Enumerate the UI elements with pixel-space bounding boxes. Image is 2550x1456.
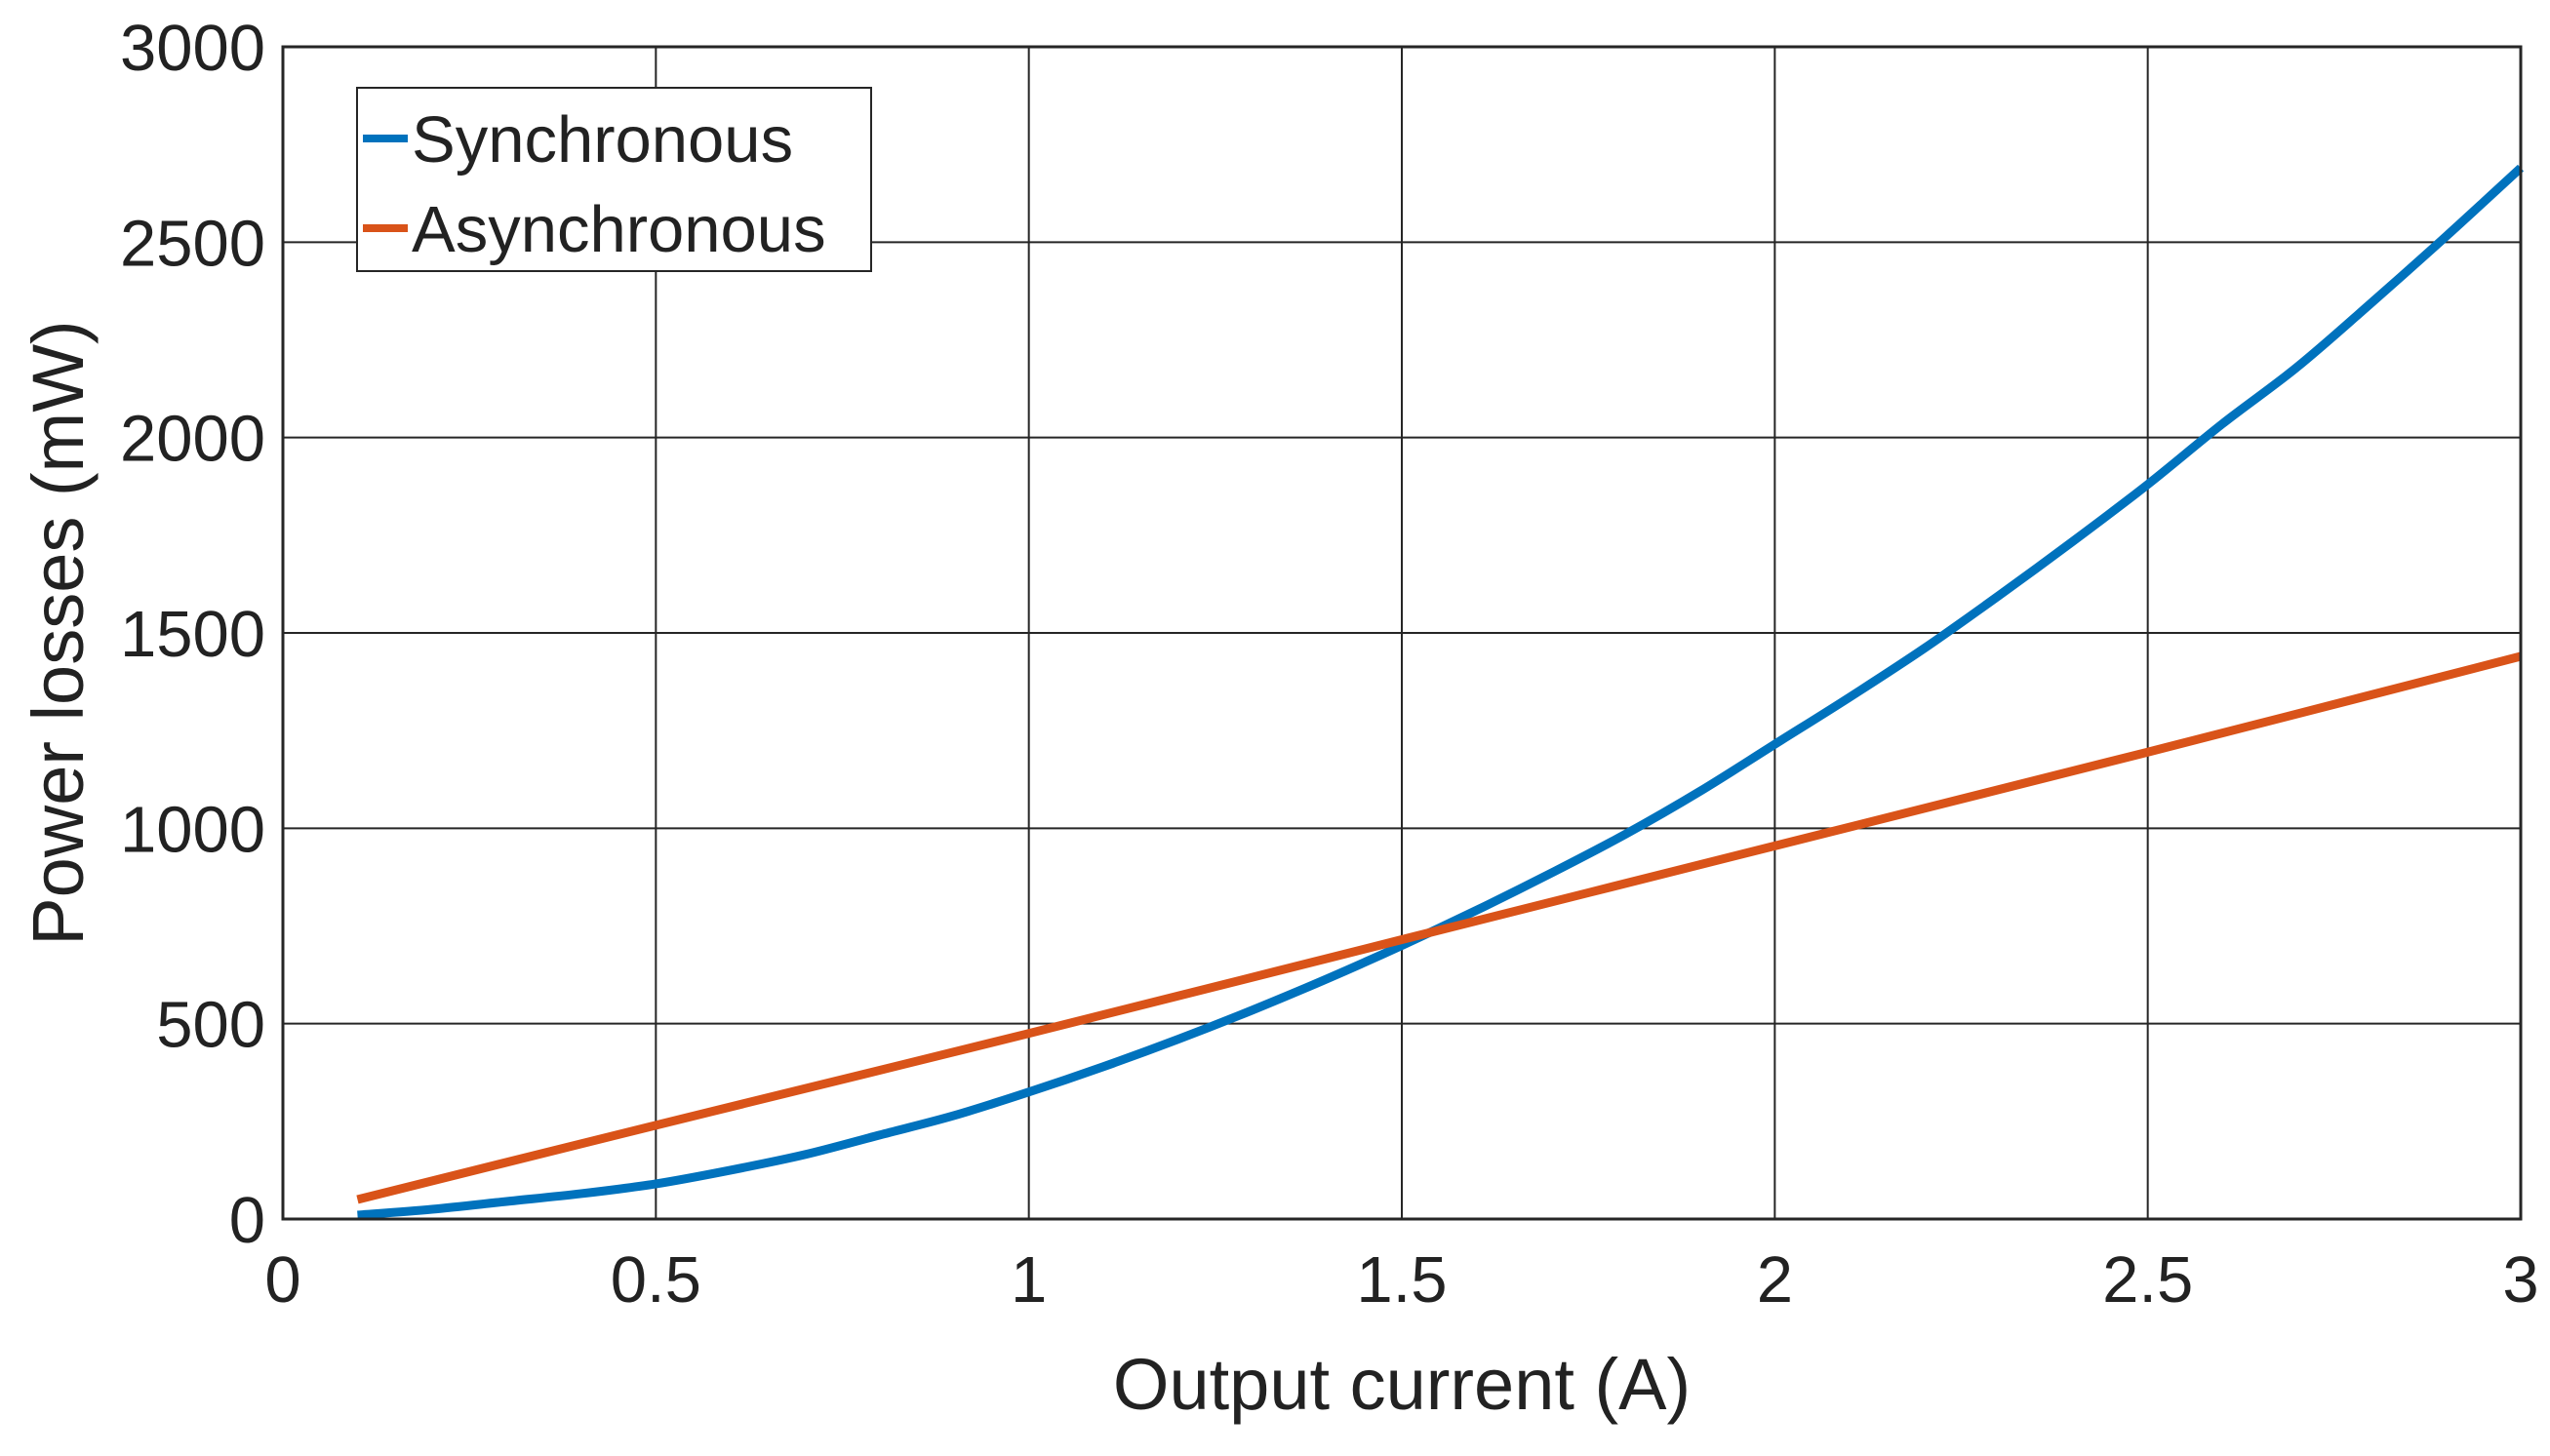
x-tick-label: 0.5 xyxy=(611,1243,701,1317)
x-tick-label: 3 xyxy=(2502,1243,2538,1317)
y-tick-label: 1500 xyxy=(120,598,265,671)
legend-box xyxy=(356,87,872,272)
y-tick-label: 2000 xyxy=(120,403,265,476)
y-axis-label: Power losses (mW) xyxy=(18,320,99,945)
x-tick-label: 0 xyxy=(264,1243,300,1317)
y-tick-label: 2500 xyxy=(120,207,265,280)
series-group xyxy=(356,164,2525,1220)
plot-frame xyxy=(281,45,2523,1221)
y-tick-label: 0 xyxy=(229,1184,265,1257)
x-tick-label: 2.5 xyxy=(2102,1243,2193,1317)
y-tick-label: 500 xyxy=(156,989,265,1062)
x-tick-label: 1 xyxy=(1011,1243,1047,1317)
x-tick-label: 1.5 xyxy=(1356,1243,1447,1317)
y-tick-labels: 0 500 1000 1500 2000 2500 3000 xyxy=(120,12,265,1257)
series-line-synchronous xyxy=(357,164,2525,1220)
legend-label-synchronous: Synchronous xyxy=(412,103,793,177)
series-line-asynchronous xyxy=(356,651,2523,1204)
y-tick-label: 1000 xyxy=(120,793,265,866)
legend: Synchronous Asynchronous xyxy=(356,87,872,272)
x-axis-label: Output current (A) xyxy=(1113,1344,1691,1425)
y-tick-label: 3000 xyxy=(120,12,265,85)
legend-label-asynchronous: Asynchronous xyxy=(412,193,826,266)
x-tick-labels: 0 0.5 1 1.5 2 2.5 3 xyxy=(264,1243,2538,1317)
x-tick-label: 2 xyxy=(1757,1243,1793,1317)
